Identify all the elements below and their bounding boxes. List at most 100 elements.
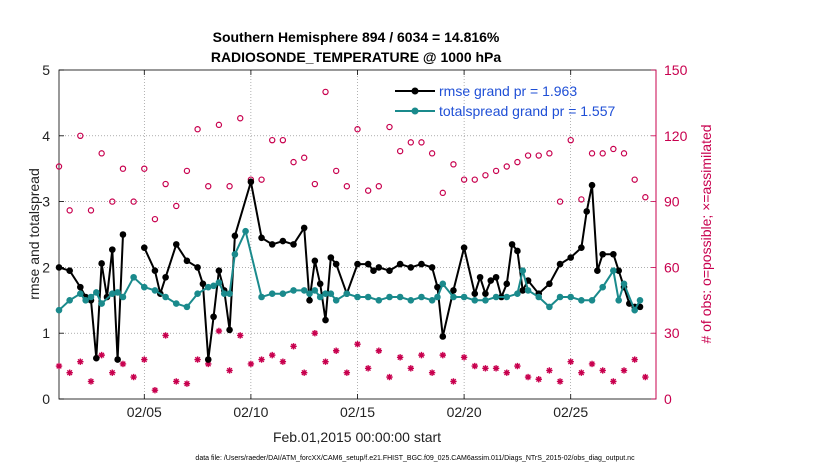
- rmse-point: [460, 244, 468, 251]
- totalspread-point: [615, 297, 622, 304]
- assimilated-obs-point: [620, 367, 628, 374]
- totalspread-point: [588, 297, 596, 304]
- totalspread-point: [418, 293, 425, 301]
- rmse-point: [226, 326, 233, 334]
- rmse-point: [599, 250, 606, 258]
- assimilated-obs-point: [247, 360, 255, 368]
- totalspread-point: [503, 293, 511, 301]
- rmse-point: [610, 250, 617, 258]
- possible-obs-point: [215, 121, 223, 129]
- possible-obs-point: [162, 180, 169, 188]
- rmse-point: [418, 260, 425, 268]
- possible-obs-point: [87, 207, 95, 214]
- assimilated-obs-point: [183, 380, 191, 387]
- totalspread-point: [567, 293, 575, 301]
- totalspread-point: [407, 297, 415, 304]
- legend-label-totalspread: totalspread grand pr = 1.557: [439, 103, 616, 119]
- totalspread-point: [194, 290, 201, 298]
- possible-obs-point: [642, 194, 649, 201]
- totalspread-point: [439, 280, 447, 288]
- assimilated-obs-point: [578, 369, 585, 376]
- possible-obs-point: [396, 147, 404, 155]
- rmse-point: [375, 264, 383, 271]
- totalspread-point: [98, 300, 105, 307]
- totalspread-point: [93, 289, 100, 296]
- totalspread-point: [428, 297, 436, 304]
- rmse-point: [290, 241, 297, 248]
- rmse-point: [471, 290, 479, 298]
- possible-obs-point: [556, 198, 564, 205]
- plot-area: [55, 69, 657, 400]
- legend-label-rmse: rmse grand pr = 1.963: [439, 83, 577, 99]
- totalspread-point: [364, 293, 372, 301]
- rmse-point: [300, 224, 308, 232]
- totalspread-point: [114, 289, 121, 296]
- series-layer: [55, 88, 649, 394]
- assimilated-obs-point: [119, 360, 127, 368]
- totalspread-point: [396, 293, 404, 301]
- possible-obs-point: [375, 183, 383, 190]
- totalspread-point: [130, 273, 137, 281]
- possible-obs-point: [439, 189, 446, 197]
- legend-marker-rmse: [411, 87, 419, 95]
- totalspread-point: [327, 290, 335, 298]
- assimilated-obs-point: [375, 347, 383, 354]
- assimilated-obs-point: [364, 365, 372, 372]
- totalspread-point: [55, 306, 63, 314]
- possible-obs-point: [194, 126, 201, 133]
- rmse-point: [354, 260, 361, 268]
- rmse-point: [231, 232, 239, 240]
- possible-obs-point: [631, 176, 638, 183]
- totalspread-point: [519, 267, 527, 274]
- x-axis: 02/05 02/10 02/15 02/20 02/25: [127, 70, 588, 420]
- totalspread-point: [620, 280, 628, 288]
- assimilated-obs-point: [290, 343, 297, 350]
- rmse-point: [98, 260, 105, 267]
- rmse-point: [492, 273, 500, 281]
- possible-obs-point: [588, 150, 596, 157]
- totalspread-point: [311, 287, 319, 294]
- rmse-point: [258, 234, 265, 242]
- rmse-point: [503, 280, 511, 288]
- rmse-point: [487, 277, 495, 284]
- rmse-point: [151, 267, 159, 274]
- rmse-point: [66, 267, 73, 274]
- totalspread-point: [386, 293, 393, 301]
- possible-obs-point: [130, 198, 137, 205]
- y-tick-label: 4: [42, 128, 50, 144]
- possible-obs-point: [237, 115, 244, 122]
- x-tick-label: 02/15: [340, 404, 375, 420]
- assimilated-obs-point: [237, 332, 244, 339]
- rmse-point: [588, 181, 596, 189]
- assimilated-obs-point: [87, 378, 95, 385]
- possible-obs-point: [119, 165, 127, 172]
- rmse-point: [546, 280, 553, 288]
- rmse-point: [514, 247, 521, 255]
- possible-obs-point: [450, 161, 457, 168]
- rmse-point: [386, 267, 393, 274]
- possible-obs-point: [428, 150, 436, 157]
- rmse-point: [439, 333, 447, 340]
- possible-obs-point: [546, 150, 553, 157]
- totalspread-point: [306, 290, 313, 298]
- assimilated-obs-point: [55, 362, 63, 370]
- assimilated-obs-point: [269, 351, 276, 359]
- totalspread-point: [204, 283, 212, 291]
- totalspread-point: [220, 290, 228, 298]
- possible-obs-point: [55, 163, 63, 170]
- possible-obs-point: [173, 202, 180, 210]
- totalspread-point: [82, 297, 89, 304]
- possible-obs-point: [66, 207, 73, 214]
- possible-obs-point: [567, 136, 574, 144]
- rmse-point: [567, 254, 575, 261]
- assimilated-obs-point: [546, 367, 553, 374]
- totalspread-point: [77, 290, 84, 298]
- possible-obs-point: [599, 150, 606, 157]
- rmse-point: [194, 264, 201, 271]
- rmse-point: [103, 293, 111, 301]
- totalspread-point: [332, 297, 340, 304]
- assimilated-obs-point: [343, 369, 351, 376]
- totalspread-point: [434, 293, 441, 301]
- rmse-point: [583, 208, 591, 215]
- rmse-point: [556, 260, 564, 268]
